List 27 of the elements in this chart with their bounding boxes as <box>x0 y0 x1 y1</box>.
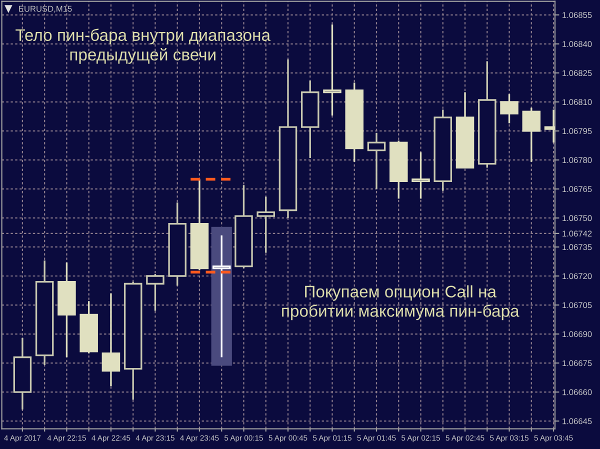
annotation: Тело пин-бара внутри диапазона предыдущей свечи <box>16 28 271 64</box>
candlestick <box>323 24 342 116</box>
y-tick-label: 1.06645 <box>562 418 592 424</box>
y-tick-label: 1.06750 <box>562 215 592 222</box>
annotation: Покупаем опцион Call на пробитии максимума пин-бара <box>282 285 520 320</box>
candlestick <box>412 151 430 200</box>
candlestick <box>256 196 275 254</box>
candlestick <box>500 93 518 124</box>
y-tick-label: 1.06765 <box>562 186 592 192</box>
candlestick <box>102 292 120 388</box>
y-tick-label: 1.06705 <box>562 302 592 308</box>
annotation: EURUSD,M15 <box>19 6 72 13</box>
y-tick-label: 1.06675 <box>562 360 592 366</box>
y-tick-label: 1.06795 <box>562 128 592 134</box>
y-tick-label: 1.06780 <box>562 157 592 164</box>
y-tick-label: 1.06810 <box>562 99 592 106</box>
candlestick <box>367 132 386 190</box>
y-tick-label: 1.06720 <box>562 273 592 280</box>
y-tick-label: 1.06855 <box>562 12 592 18</box>
candlestick <box>146 273 164 312</box>
candlestick <box>522 106 541 163</box>
y-tick-label: 1.06660 <box>562 389 592 396</box>
y-tick-label: 1.06742 <box>562 230 592 237</box>
y-tick-label: 1.06825 <box>562 70 592 76</box>
y-tick-label: 1.06690 <box>562 331 592 338</box>
y-tick-label: 1.06735 <box>562 244 592 250</box>
y-tick-label: 1.06840 <box>562 41 592 47</box>
